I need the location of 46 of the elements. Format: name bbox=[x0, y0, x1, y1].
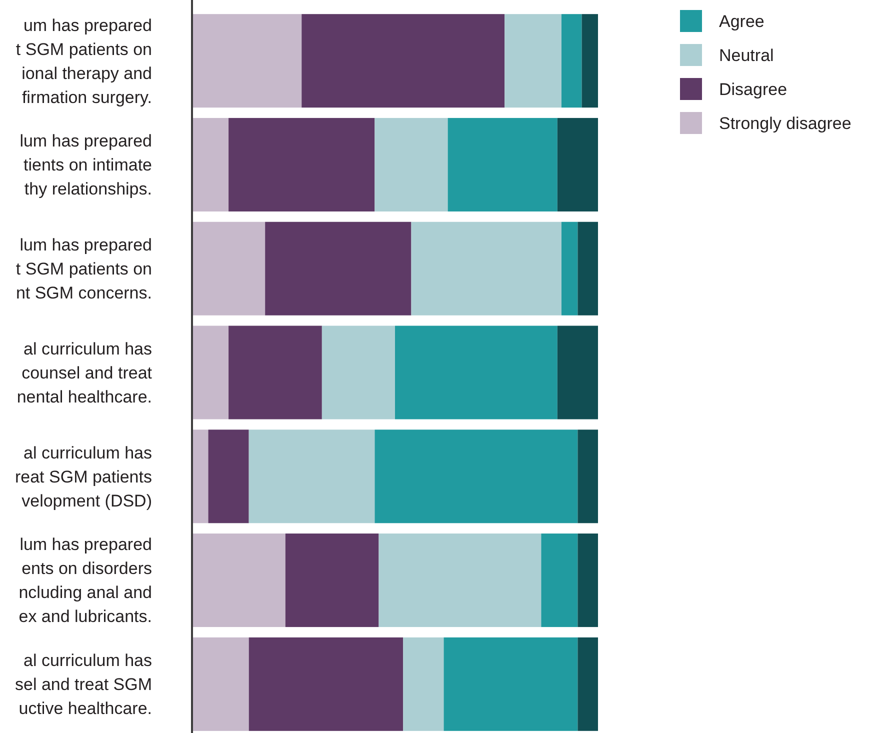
bar bbox=[192, 222, 266, 316]
bar bbox=[248, 637, 404, 731]
bar bbox=[561, 222, 578, 316]
bar bbox=[578, 430, 598, 524]
bar bbox=[378, 534, 542, 628]
bar bbox=[395, 326, 558, 420]
y-tick-label: lum has prepared tients on intimate thy relationships. bbox=[20, 132, 152, 199]
bar bbox=[285, 534, 379, 628]
bar bbox=[557, 326, 598, 420]
bar bbox=[192, 14, 302, 108]
bar bbox=[302, 14, 505, 108]
bar bbox=[374, 430, 578, 524]
bar bbox=[192, 118, 229, 212]
bar bbox=[578, 534, 598, 628]
bar bbox=[504, 14, 562, 108]
bar bbox=[192, 637, 249, 731]
y-tick-label: al curriculum has sel and treat SGM uctive healthcare. bbox=[14, 651, 152, 718]
y-tick-label: al curriculum has reat SGM patients velopment (DSD) bbox=[14, 443, 152, 510]
bar bbox=[541, 534, 578, 628]
bar bbox=[448, 118, 558, 212]
bar bbox=[228, 118, 375, 212]
bar bbox=[192, 430, 208, 524]
bar bbox=[374, 118, 448, 212]
bar bbox=[557, 118, 598, 212]
y-tick-label: um has prepared t SGM patients on ional therapy and firmation surgery. bbox=[16, 16, 152, 107]
bar bbox=[403, 637, 444, 731]
bar bbox=[444, 637, 578, 731]
legend-label: Strongly disagree bbox=[719, 114, 852, 133]
bar bbox=[578, 222, 598, 316]
legend-label: Disagree bbox=[719, 80, 788, 99]
y-tick-label: lum has prepared t SGM patients on nt SGM concerns. bbox=[16, 236, 152, 303]
bar bbox=[578, 637, 598, 731]
legend-label: Agree bbox=[719, 12, 764, 31]
y-tick-label: al curriculum has counsel and treat nental healthcare. bbox=[16, 339, 152, 406]
bar bbox=[411, 222, 562, 316]
bar bbox=[561, 14, 582, 108]
bar bbox=[208, 430, 249, 524]
bar bbox=[322, 326, 395, 420]
y-tick-label: lum has prepared ents on disorders ncluding anal and ex and lubricants. bbox=[18, 535, 152, 626]
bar bbox=[582, 14, 598, 108]
bar bbox=[265, 222, 412, 316]
legend-label: Neutral bbox=[719, 46, 774, 65]
bar bbox=[192, 534, 286, 628]
bar bbox=[228, 326, 322, 420]
bar bbox=[248, 430, 375, 524]
bar bbox=[192, 326, 229, 420]
